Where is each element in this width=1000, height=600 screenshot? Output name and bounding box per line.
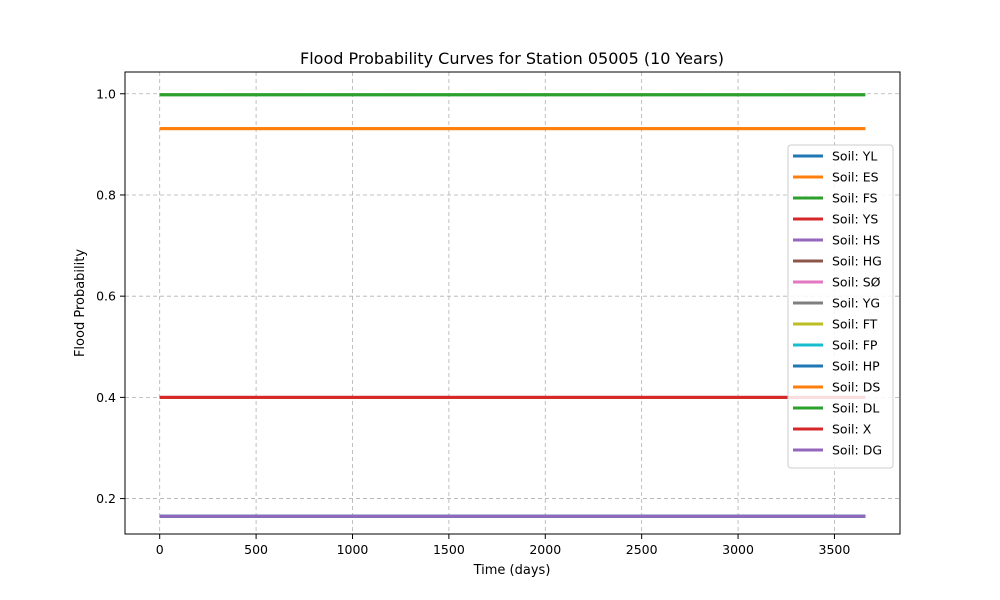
y-axis-ticks: 0.2 0.4 0.6 0.8 1.0 xyxy=(96,86,125,506)
legend-label: Soil: DS xyxy=(832,380,880,395)
legend-label: Soil: HG xyxy=(832,254,882,269)
chart-title: Flood Probability Curves for Station 050… xyxy=(300,49,724,68)
legend-label: Soil: YG xyxy=(832,296,880,311)
legend-label: Soil: YS xyxy=(832,212,878,227)
x-tick-label: 3000 xyxy=(722,542,754,557)
x-axis-label: Time (days) xyxy=(473,563,551,578)
legend-label: Soil: HS xyxy=(832,233,880,248)
x-tick-label: 2000 xyxy=(529,542,561,557)
legend-label: Soil: X xyxy=(832,422,872,437)
y-tick-label: 0.2 xyxy=(96,491,116,506)
legend-label: Soil: FS xyxy=(832,191,878,206)
legend-label: Soil: HP xyxy=(832,359,880,374)
x-tick-label: 500 xyxy=(244,542,268,557)
y-tick-label: 1.0 xyxy=(96,86,116,101)
legend-label: Soil: ES xyxy=(832,170,879,185)
plot-frame xyxy=(124,71,901,535)
y-tick-label: 0.8 xyxy=(96,187,116,202)
legend-label: Soil: DG xyxy=(832,443,882,458)
series-lines xyxy=(159,93,866,518)
legend: Soil: YL Soil: ES Soil: FS Soil: YS Soil: HS… xyxy=(787,144,894,469)
y-tick-label: 0.6 xyxy=(96,289,116,304)
plot-area xyxy=(125,72,900,534)
legend-label: Soil: SØ xyxy=(832,275,881,290)
legend-label: Soil: FP xyxy=(832,338,878,353)
x-tick-label: 0 xyxy=(156,542,164,557)
legend-label: Soil: DL xyxy=(832,401,879,416)
legend-label: Soil: FT xyxy=(832,317,878,332)
x-tick-label: 1000 xyxy=(337,542,369,557)
x-tick-label: 3500 xyxy=(819,542,851,557)
x-axis-ticks: 0 500 1000 1500 2000 2500 3000 3500 xyxy=(156,534,851,557)
x-tick-label: 2500 xyxy=(626,542,658,557)
y-tick-label: 0.4 xyxy=(96,390,116,405)
y-axis-label: Flood Probability xyxy=(73,249,88,357)
x-tick-label: 1500 xyxy=(433,542,465,557)
legend-label: Soil: YL xyxy=(832,149,877,164)
